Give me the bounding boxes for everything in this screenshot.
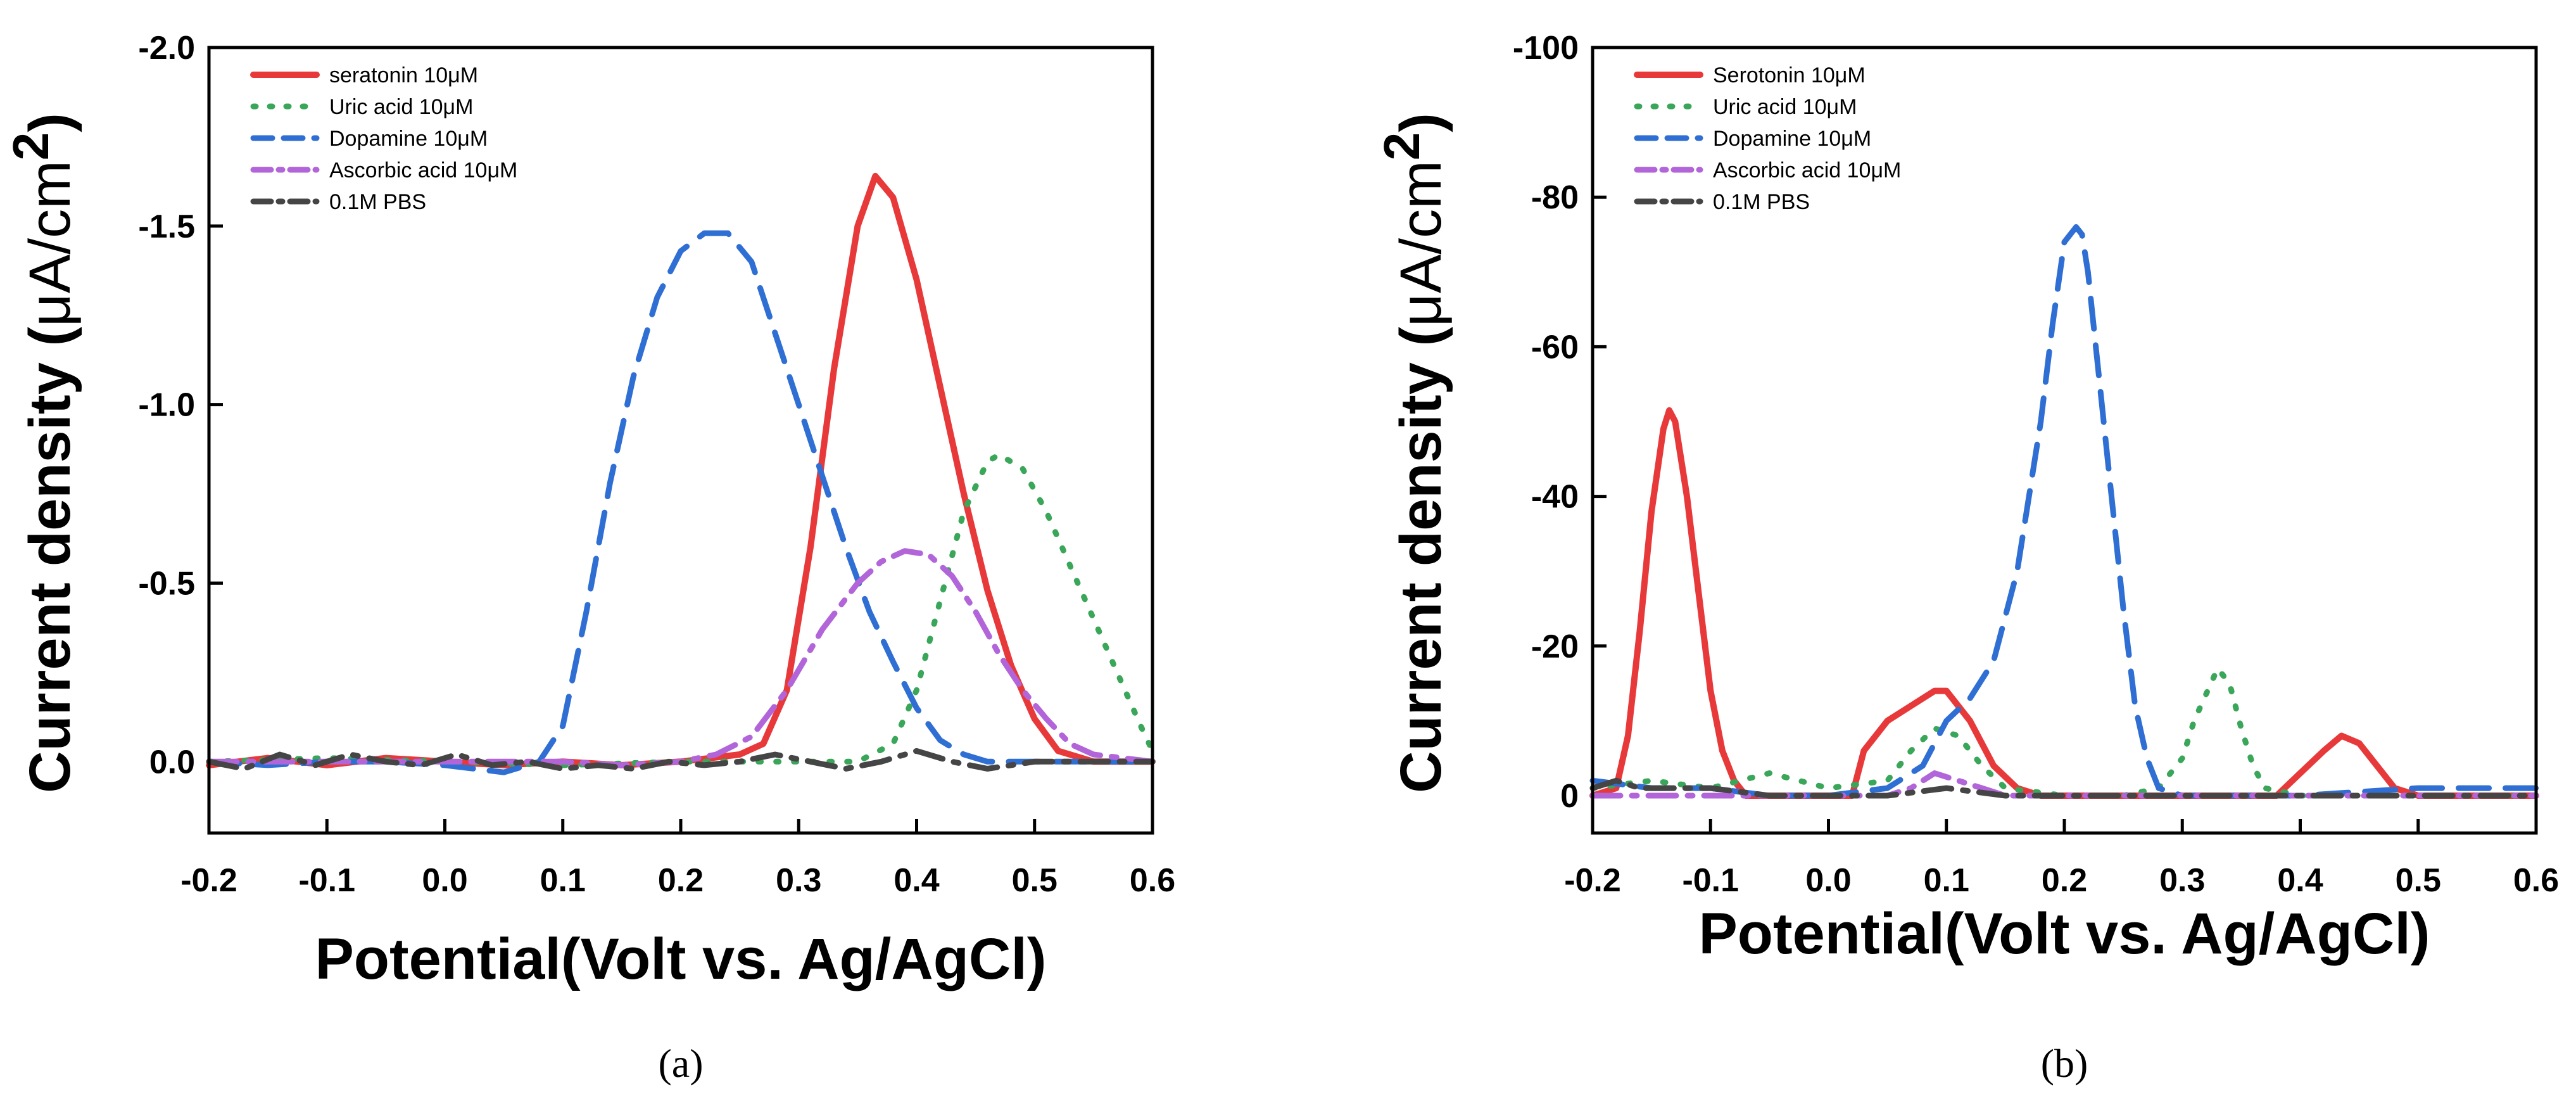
legend-label: 0.1M PBS <box>1713 190 1810 214</box>
panel-b-series <box>1589 224 2539 799</box>
panel-a-plot-frame <box>207 46 1154 835</box>
panel-b-y-axis-title-sup: 2 <box>1373 132 1430 161</box>
y-tick-label: -2.0 <box>138 30 195 67</box>
y-tick-label: -20 <box>1531 628 1579 665</box>
x-tick-label: 0.5 <box>1012 862 1058 899</box>
x-tick-label: 0.3 <box>2159 862 2205 899</box>
panel-b-y-axis-title-main: Current density ( <box>1389 326 1453 792</box>
x-tick-label: 0.2 <box>658 862 704 899</box>
panel-b-label: (b) <box>2041 1041 2088 1086</box>
panel-a-ticks: -0.2 -0.1 0.0 0.1 0.2 0.3 0.4 0.5 0.6 0.0 -0.5 -1.0… <box>138 30 1175 899</box>
series-line-2 <box>206 230 1156 775</box>
panel-a-legend: seratonin 10μM Uric acid 10μM Dopamine 10μ… <box>250 63 517 214</box>
x-tick-label: 0.5 <box>2396 862 2441 899</box>
x-tick-label: 0.6 <box>2513 862 2559 899</box>
y-tick-label: -40 <box>1531 479 1579 516</box>
x-tick-label: -0.1 <box>298 862 355 899</box>
x-tick-label: 0.4 <box>2277 862 2323 899</box>
x-tick-label: -0.1 <box>1682 862 1739 899</box>
panel-a-x-axis-title: Potential(Volt vs. Ag/AgCl) <box>315 927 1046 991</box>
panel-a-y-axis-title: Current density (μA/cm2) <box>3 113 82 793</box>
x-tick-label: 0.1 <box>540 862 586 899</box>
series-line-3 <box>206 548 1156 768</box>
series-line-0 <box>1589 407 2539 799</box>
x-tick-label: -0.2 <box>180 862 237 899</box>
panel-a-label: (a) <box>658 1041 703 1086</box>
panel-b-y-axis-title-close: ) <box>1389 113 1453 132</box>
x-tick-label: 0.1 <box>1924 862 1969 899</box>
legend-label: Ascorbic acid 10μM <box>329 158 517 182</box>
y-tick-label: -0.5 <box>138 565 195 602</box>
legend-label: Uric acid 10μM <box>329 95 473 119</box>
x-tick-label: 0.3 <box>776 862 821 899</box>
panel-b-y-axis-title-unit: μA/cm <box>1389 160 1453 327</box>
legend-label: Serotonin 10μM <box>1713 63 1866 87</box>
y-tick-label: -1.5 <box>138 208 195 245</box>
panel-a-y-axis-title-sup: 2 <box>3 132 59 161</box>
legend-label: 0.1M PBS <box>329 190 426 214</box>
panel-a-y-axis-title-close: ) <box>18 113 82 132</box>
panel-a-series <box>206 172 1156 775</box>
x-tick-label: -0.2 <box>1564 862 1621 899</box>
y-tick-label: 0.0 <box>149 744 195 780</box>
x-tick-label: 0.0 <box>1805 862 1851 899</box>
series-line-1 <box>206 452 1156 768</box>
series-line-4 <box>206 748 1156 772</box>
x-tick-label: 0.6 <box>1130 862 1175 899</box>
legend-label: seratonin 10μM <box>329 63 478 87</box>
panel-a-chart: -0.2 -0.1 0.0 0.1 0.2 0.3 0.4 0.5 0.6 0.0 -0.5 -1.0… <box>3 30 1175 1086</box>
legend-label: Ascorbic acid 10μM <box>1713 158 1901 182</box>
panel-b-chart: -0.2 -0.1 0.0 0.1 0.2 0.3 0.4 0.5 0.6 0 -20 -40 -60 -… <box>1373 30 2559 1086</box>
legend-label: Dopamine 10μM <box>1713 127 1871 151</box>
y-tick-label: -80 <box>1531 179 1579 216</box>
panel-b-legend: Serotonin 10μM Uric acid 10μM Dopamine 10μ… <box>1634 63 1901 214</box>
legend-label: Dopamine 10μM <box>329 127 488 151</box>
panel-b-plot-frame <box>1591 46 2538 835</box>
x-tick-label: 0.4 <box>893 862 939 899</box>
panel-a-y-axis-title-unit: μA/cm <box>18 160 82 327</box>
x-tick-label: 0.2 <box>2042 862 2087 899</box>
y-tick-label: 0 <box>1560 778 1579 815</box>
panel-b-y-axis-title: Current density (μA/cm2) <box>1373 113 1453 793</box>
y-tick-label: -1.0 <box>138 387 195 424</box>
series-line-4 <box>1589 777 2539 799</box>
panel-b-x-axis-title: Potential(Volt vs. Ag/AgCl) <box>1698 901 2430 966</box>
y-tick-label: -100 <box>1513 30 1579 67</box>
legend-label: Uric acid 10μM <box>1713 95 1857 119</box>
panel-a-y-axis-title-main: Current density ( <box>18 326 82 792</box>
y-tick-label: -60 <box>1531 329 1579 366</box>
series-line-2 <box>1589 224 2539 799</box>
x-tick-label: 0.0 <box>422 862 467 899</box>
